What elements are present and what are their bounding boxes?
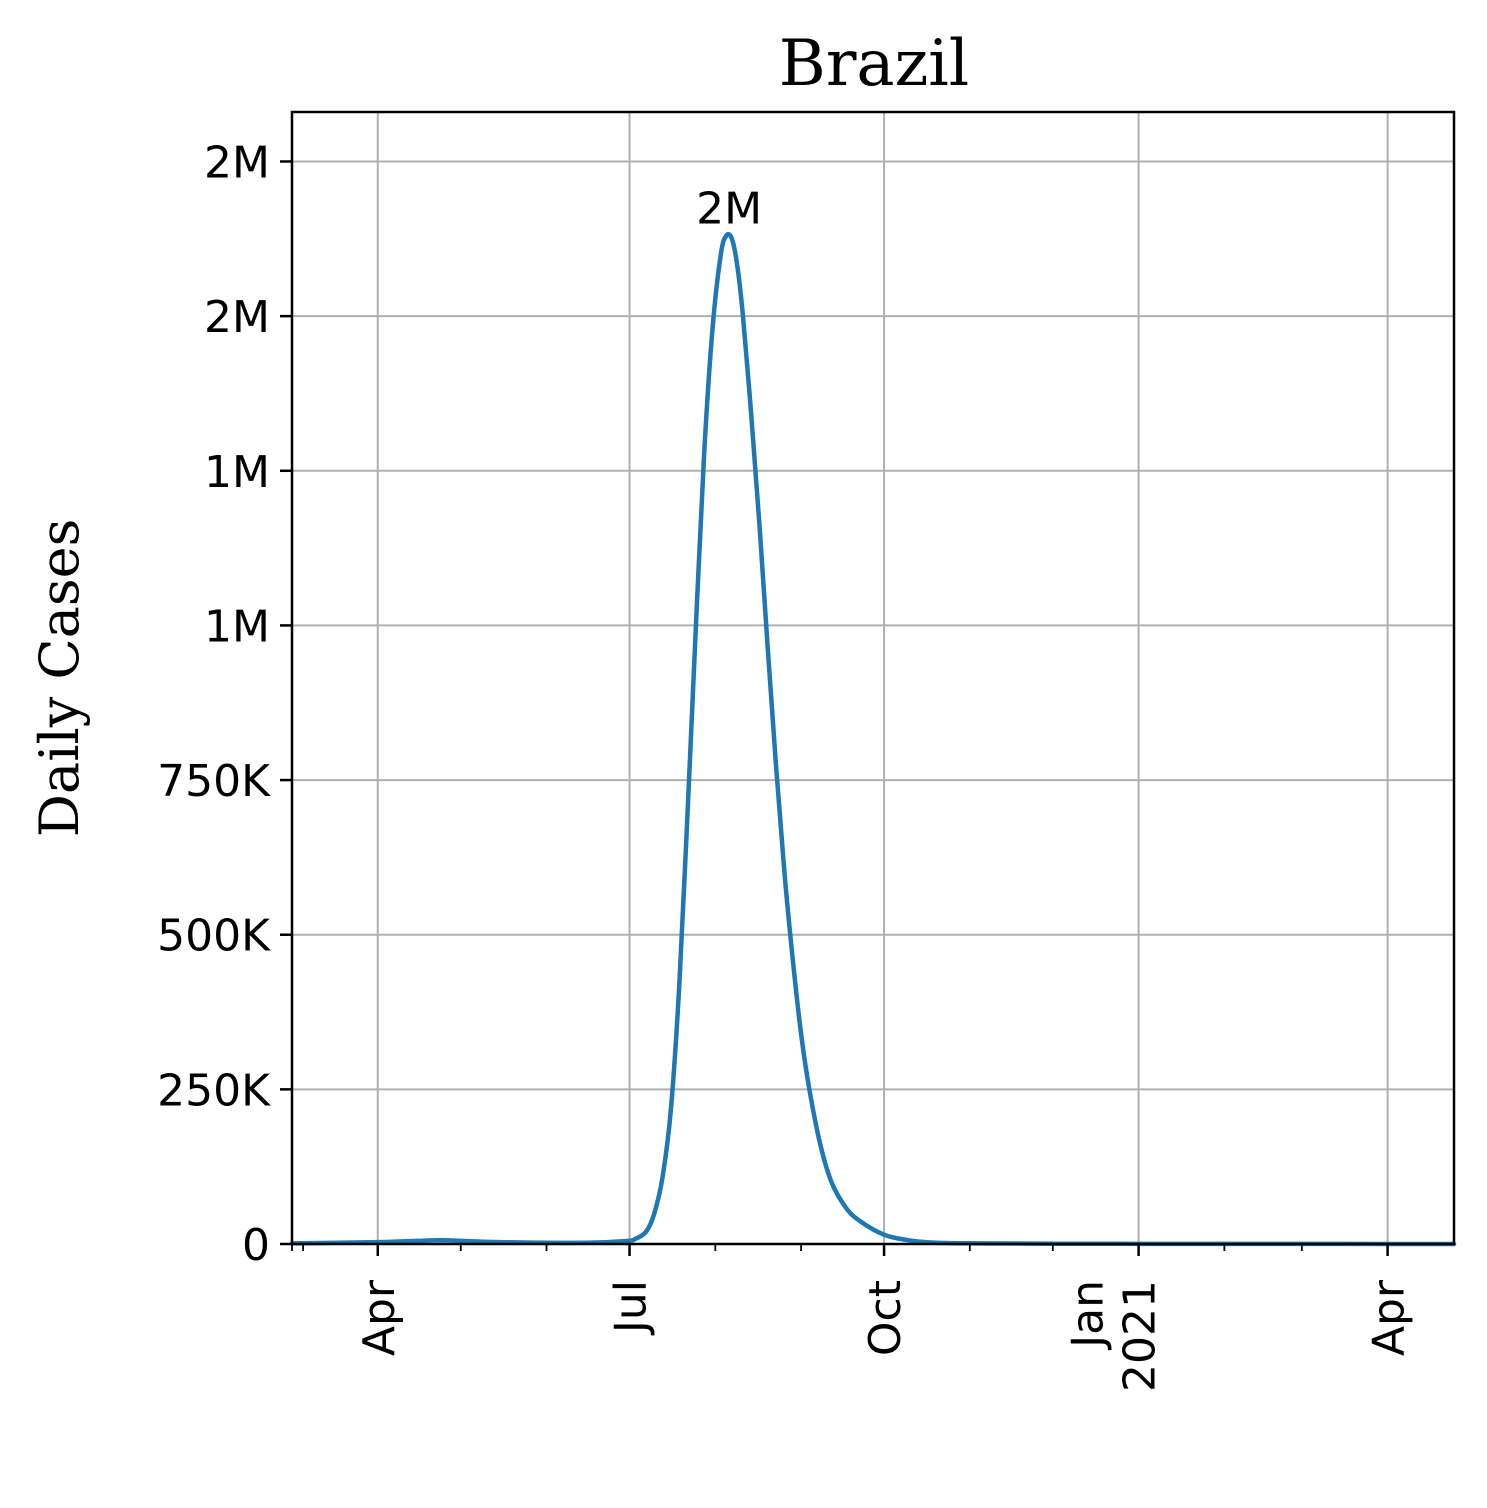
annotation-layer: 2M (696, 184, 762, 235)
gridlines (292, 112, 1454, 1245)
y-tick-label: 2M (204, 292, 270, 343)
series-layer (289, 232, 1457, 1247)
y-tick-label: 750K (157, 756, 271, 807)
y-tick-label: 2M (204, 137, 270, 188)
x-tick-label: Apr (1364, 1279, 1415, 1356)
chart-title: Brazil (779, 27, 969, 101)
y-tick-label: 1M (204, 447, 270, 498)
x-tick-label: Oct (860, 1280, 911, 1356)
y-axis-label: Daily Cases (28, 519, 91, 838)
axes: 0 250K 500K 750K 1M 1M 2M 2M Apr Jul Oct Jan 2021 Apr (157, 110, 1456, 1392)
x-tick-label: Jul (606, 1280, 657, 1336)
y-tick-label: 0 (242, 1220, 270, 1271)
x-tick-label: Jan (1063, 1280, 1114, 1351)
peak-annotation: 2M (696, 184, 762, 235)
y-tick-label: 250K (157, 1065, 271, 1116)
x-tick-label: 2021 (1115, 1280, 1166, 1392)
series-line (289, 232, 1457, 1247)
x-tick-label: Apr (354, 1279, 405, 1356)
y-tick-label: 1M (204, 601, 270, 652)
y-tick-label: 500K (157, 911, 271, 962)
plot-frame (290, 110, 1456, 1246)
